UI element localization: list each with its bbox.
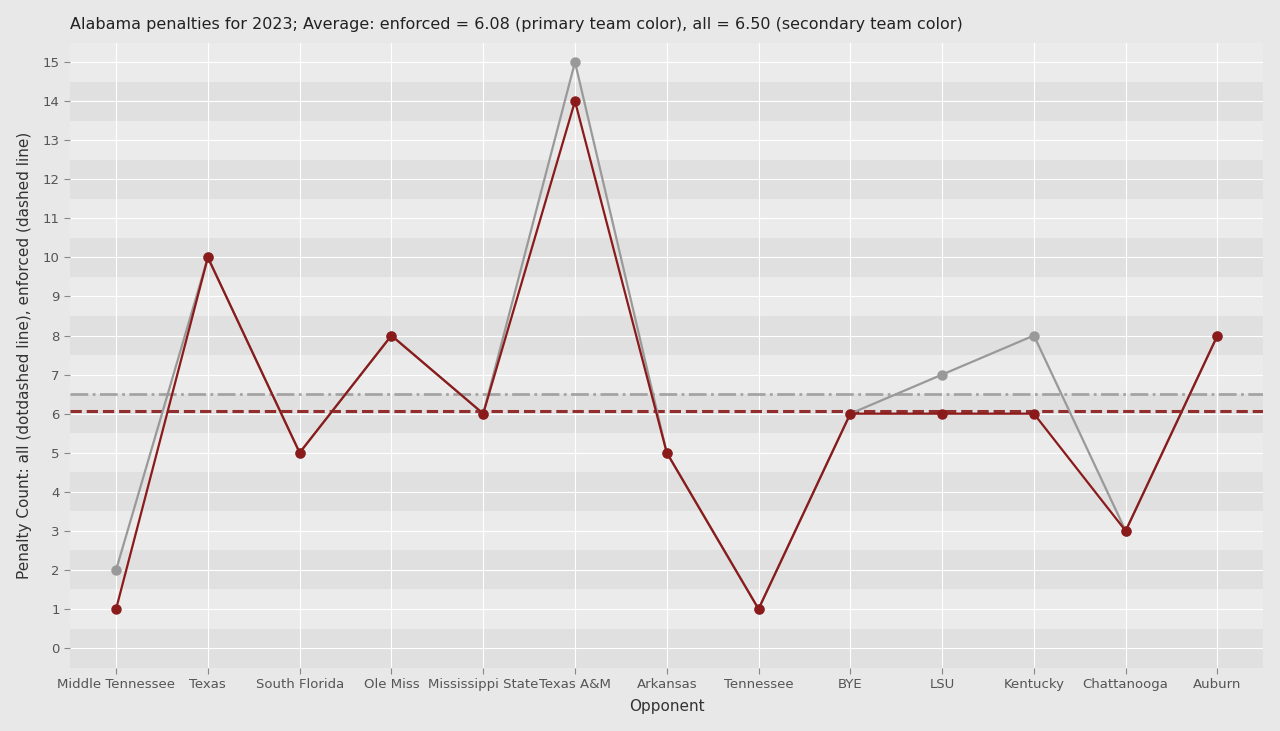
Bar (70, 355, 1263, 394)
Bar (70, 511, 1263, 550)
Bar (70, 472, 1263, 511)
Bar (70, 394, 1263, 433)
Bar (70, 550, 1263, 589)
Text: Alabama penalties for 2023; Average: enforced = 6.08 (primary team color), all =: Alabama penalties for 2023; Average: enf… (70, 17, 963, 31)
Bar (70, 433, 1263, 472)
Bar (70, 82, 1263, 121)
X-axis label: Opponent: Opponent (628, 700, 704, 714)
Bar (70, 42, 1263, 82)
Bar (70, 199, 1263, 238)
Bar (70, 589, 1263, 629)
Y-axis label: Penalty Count: all (dotdashed line), enforced (dashed line): Penalty Count: all (dotdashed line), enf… (17, 132, 32, 579)
Bar (70, 238, 1263, 277)
Bar (70, 160, 1263, 199)
Bar (70, 277, 1263, 316)
Bar (70, 629, 1263, 667)
Bar (70, 121, 1263, 160)
Bar (70, 316, 1263, 355)
